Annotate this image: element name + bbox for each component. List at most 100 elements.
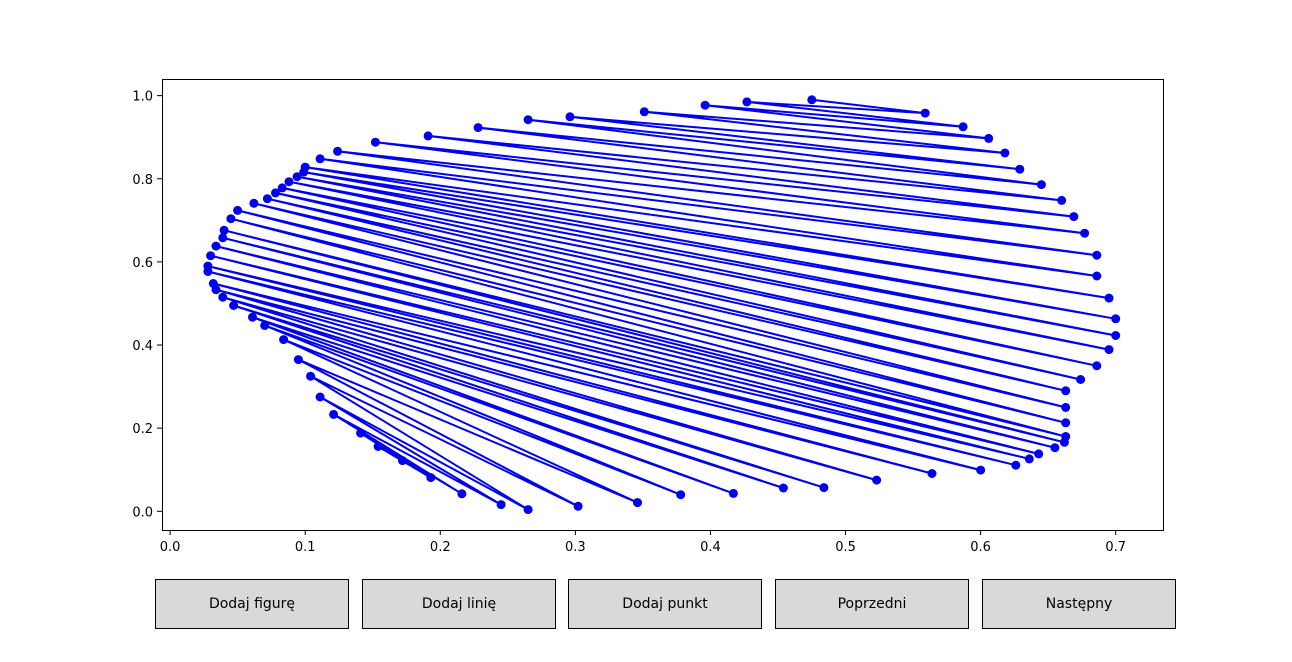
x-tick-label: 0.3: [565, 540, 586, 555]
series-layer: [203, 95, 1121, 515]
data-point: [1036, 180, 1046, 190]
x-tick-label: 0.2: [430, 540, 451, 555]
data-point: [218, 233, 228, 243]
axes-frame: [162, 79, 1164, 531]
series-line: [206, 98, 1117, 511]
data-point: [356, 428, 366, 438]
y-tick-label: 0.2: [132, 422, 153, 437]
data-point: [219, 225, 229, 235]
x-tick-label: 0.5: [835, 540, 856, 555]
data-point: [1061, 418, 1071, 428]
data-point: [284, 177, 294, 187]
data-point: [1104, 293, 1114, 303]
data-point: [676, 490, 686, 500]
data-point: [315, 392, 325, 402]
data-point: [1024, 454, 1034, 464]
data-point: [315, 154, 325, 164]
data-point: [271, 188, 280, 198]
data-point: [1034, 449, 1044, 459]
data-point: [1092, 361, 1102, 371]
y-axis: 0.0 0.2 0.4 0.6 0.8 1.0: [132, 90, 162, 520]
data-point: [639, 107, 649, 117]
x-tick-label: 0.4: [700, 540, 721, 555]
data-point: [279, 335, 289, 345]
add-point-button[interactable]: Dodaj punkt: [568, 579, 762, 629]
data-point: [1011, 460, 1021, 470]
data-point: [211, 241, 221, 251]
data-point: [523, 115, 533, 125]
data-point: [1092, 271, 1102, 281]
data-point: [700, 100, 710, 110]
data-point: [398, 456, 407, 466]
x-tick-label: 0.1: [295, 540, 316, 555]
data-point: [473, 123, 483, 133]
data-point: [976, 465, 986, 475]
data-point: [426, 473, 436, 483]
data-point: [226, 214, 236, 224]
data-point: [333, 146, 343, 156]
data-point: [1059, 437, 1069, 447]
data-point: [742, 97, 752, 107]
data-point: [260, 321, 270, 330]
data-point: [218, 292, 228, 302]
data-point: [373, 442, 383, 451]
previous-button[interactable]: Poprzedni: [775, 579, 969, 629]
y-tick-label: 1.0: [132, 90, 153, 105]
data-point: [633, 498, 642, 508]
data-point: [1080, 228, 1090, 238]
data-point: [329, 409, 339, 419]
data-point: [293, 355, 303, 365]
data-point: [203, 267, 213, 276]
next-button[interactable]: Następny: [982, 579, 1176, 629]
data-point: [277, 183, 287, 193]
data-point: [299, 167, 309, 177]
data-point: [1076, 375, 1086, 384]
axes-background: [162, 79, 1163, 530]
data-point: [423, 131, 433, 141]
data-point: [1111, 314, 1121, 324]
add-figure-button[interactable]: Dodaj figurę: [155, 579, 349, 629]
y-tick-label: 0.8: [132, 173, 153, 188]
data-point: [927, 469, 937, 478]
data-point: [1111, 331, 1121, 340]
data-point: [920, 108, 930, 118]
data-point: [778, 483, 788, 493]
data-point: [807, 95, 817, 105]
data-point: [728, 488, 738, 498]
data-point: [1092, 250, 1102, 260]
y-tick-label: 0.6: [132, 256, 153, 271]
data-point: [565, 112, 575, 122]
data-point: [958, 122, 968, 132]
data-point: [306, 371, 316, 381]
data-point: [229, 301, 239, 310]
data-point: [1104, 345, 1114, 355]
data-point: [1050, 443, 1060, 453]
x-tick-label: 0.7: [1105, 540, 1126, 555]
data-point: [872, 475, 882, 485]
data-point: [819, 483, 829, 493]
data-point: [523, 505, 533, 515]
data-point: [1061, 386, 1071, 396]
data-point: [1015, 164, 1025, 174]
add-line-button[interactable]: Dodaj linię: [362, 579, 556, 629]
data-point: [1000, 148, 1010, 158]
data-point: [370, 137, 380, 147]
data-point: [1057, 195, 1067, 205]
y-tick-label: 0.0: [132, 505, 153, 520]
data-point: [233, 205, 243, 215]
x-tick-label: 0.0: [160, 540, 181, 555]
y-tick-label: 0.4: [132, 339, 153, 354]
data-point: [248, 312, 257, 322]
data-point: [1061, 402, 1071, 412]
data-point: [292, 172, 302, 182]
x-axis: 0.0 0.1 0.2 0.3 0.4 0.5 0.6 0.7: [160, 530, 1126, 555]
x-tick-label: 0.6: [970, 540, 991, 555]
data-point: [984, 133, 994, 143]
data-point: [249, 198, 259, 208]
data-point: [1069, 212, 1079, 222]
data-point: [206, 251, 216, 261]
data-point: [262, 194, 272, 204]
data-point: [573, 501, 583, 511]
